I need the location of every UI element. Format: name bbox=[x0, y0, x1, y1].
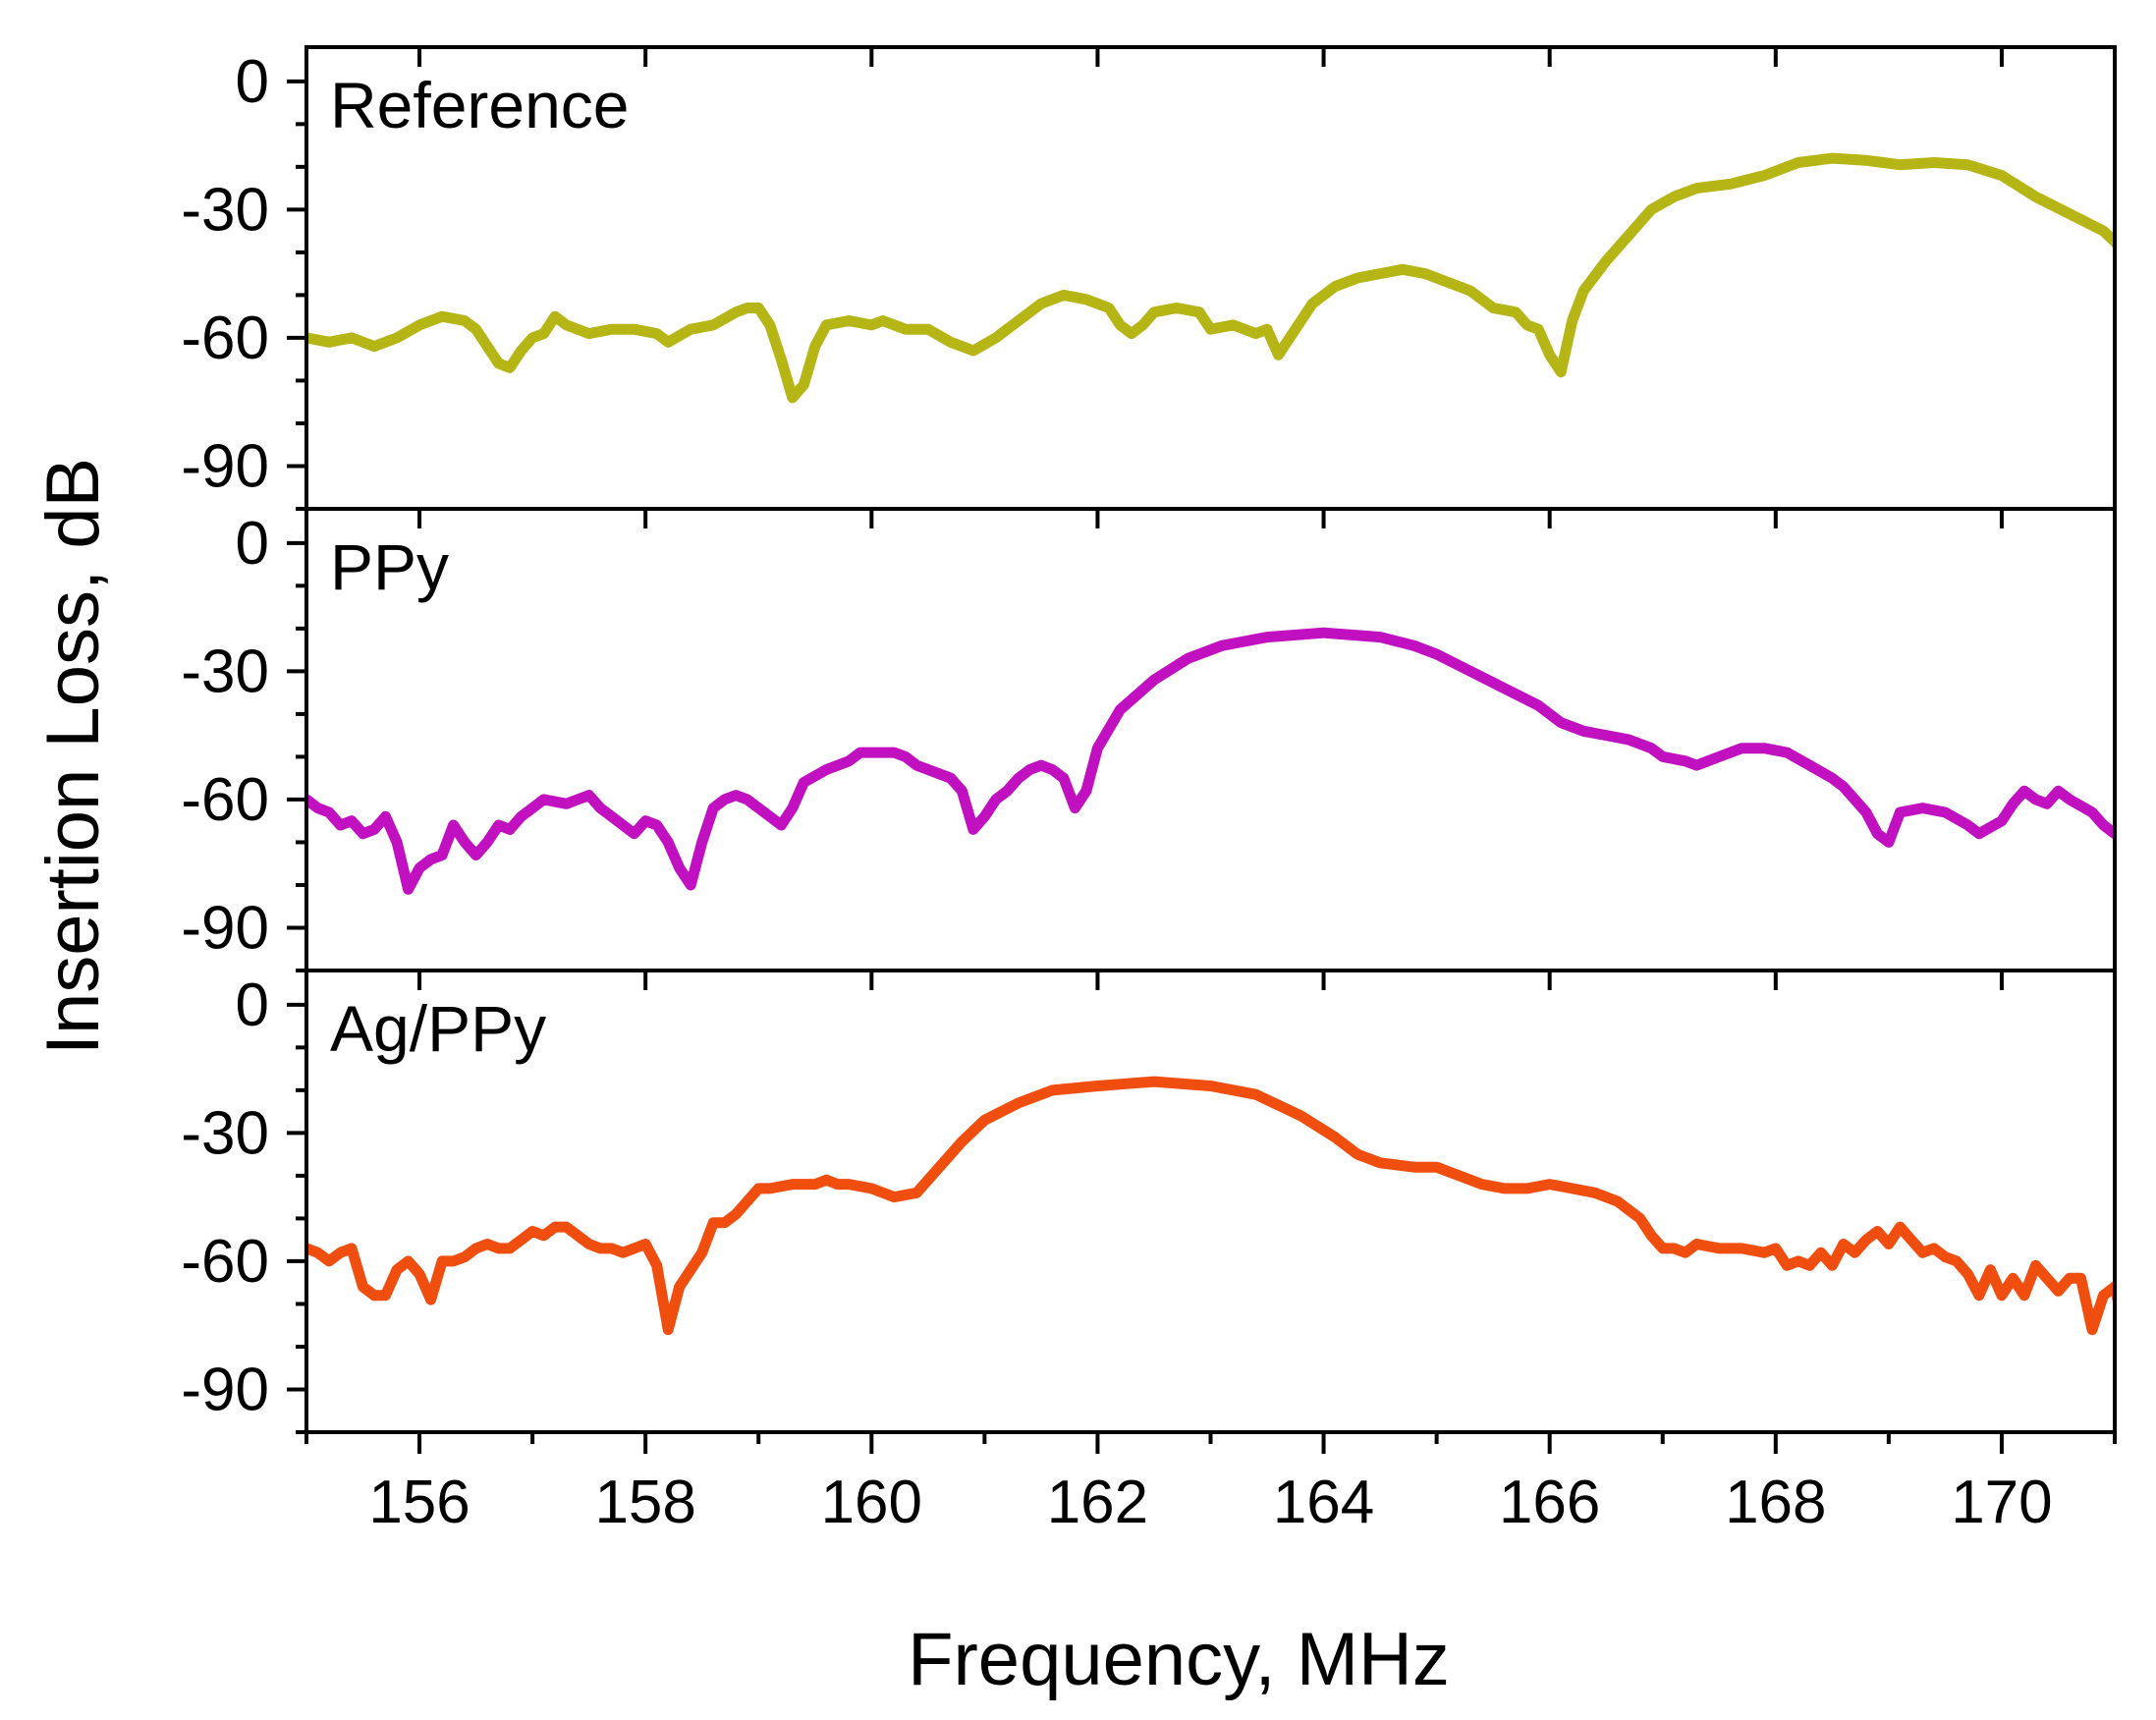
y-tick-label: 0 bbox=[236, 48, 269, 116]
panel-frame bbox=[304, 969, 2117, 1434]
x-tick-label: 170 bbox=[1951, 1469, 2052, 1536]
panel-label: Ag/PPy bbox=[330, 992, 546, 1065]
x-tick-label: 164 bbox=[1273, 1469, 1374, 1536]
panel-1: 0 -30 -60 -90 Reference bbox=[181, 45, 2117, 511]
x-tick-label: 160 bbox=[821, 1469, 922, 1536]
x-axis-title: Frequency, MHz bbox=[908, 1618, 1450, 1701]
y-axis-title: Insertion Loss, dB bbox=[31, 458, 115, 1055]
x-tick-label: 156 bbox=[368, 1469, 470, 1536]
y-tick-label: 0 bbox=[236, 971, 269, 1039]
x-axis: 156 158 160 162 164 166 168 170 bbox=[304, 1432, 2117, 1536]
panel-frame bbox=[304, 507, 2117, 972]
y-tick-label: -60 bbox=[181, 305, 269, 372]
chart-panels: 0 -30 -60 -90 Reference 0 -30 -60 -90 PPy 0 -30 -60 -… bbox=[181, 45, 2117, 1434]
y-tick-label: -60 bbox=[181, 1228, 269, 1296]
y-tick-label: -90 bbox=[181, 432, 269, 500]
panel-3: 0 -30 -60 -90 Ag/PPy bbox=[181, 969, 2117, 1434]
panel-label: Reference bbox=[330, 69, 630, 141]
panel-2: 0 -30 -60 -90 PPy bbox=[181, 507, 2117, 972]
y-tick-label: -30 bbox=[181, 638, 269, 705]
series-line-ag-ppy bbox=[306, 1076, 2115, 1336]
y-tick-label: -90 bbox=[181, 1356, 269, 1423]
y-tick-label: -90 bbox=[181, 894, 269, 962]
x-tick-label: 158 bbox=[594, 1469, 695, 1536]
y-tick-label: -30 bbox=[181, 176, 269, 244]
y-tick-label: -30 bbox=[181, 1099, 269, 1167]
y-tick-label: -60 bbox=[181, 766, 269, 834]
y-tick-label: 0 bbox=[236, 510, 269, 578]
x-tick-label: 162 bbox=[1047, 1469, 1148, 1536]
series-line-reference bbox=[306, 152, 2115, 404]
x-tick-label: 166 bbox=[1499, 1469, 1600, 1536]
x-tick-label: 168 bbox=[1725, 1469, 1826, 1536]
panel-label: PPy bbox=[330, 530, 449, 603]
series-line-ppy bbox=[306, 627, 2115, 895]
